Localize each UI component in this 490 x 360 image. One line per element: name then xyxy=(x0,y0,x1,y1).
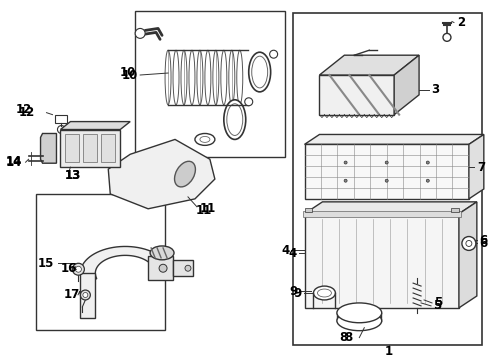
Ellipse shape xyxy=(337,303,382,323)
Text: 11: 11 xyxy=(200,202,216,215)
Bar xyxy=(293,13,482,345)
Polygon shape xyxy=(41,134,56,163)
Polygon shape xyxy=(304,202,477,214)
Text: 3: 3 xyxy=(431,84,439,96)
Text: 12: 12 xyxy=(16,103,32,116)
Text: 13: 13 xyxy=(65,168,81,181)
Bar xyxy=(36,194,165,330)
Circle shape xyxy=(344,179,347,182)
Polygon shape xyxy=(469,135,484,199)
Circle shape xyxy=(73,263,84,275)
Bar xyxy=(451,208,459,212)
Text: 7: 7 xyxy=(477,161,485,174)
Polygon shape xyxy=(60,130,120,167)
Text: 11: 11 xyxy=(196,204,212,217)
Text: 2: 2 xyxy=(457,16,465,29)
Circle shape xyxy=(83,293,88,297)
Polygon shape xyxy=(60,122,130,130)
Polygon shape xyxy=(304,214,459,308)
Polygon shape xyxy=(459,202,477,308)
Text: 1: 1 xyxy=(385,345,393,358)
Text: 4: 4 xyxy=(288,247,296,260)
Bar xyxy=(83,135,98,162)
Text: 5: 5 xyxy=(433,300,441,312)
Polygon shape xyxy=(304,144,469,199)
Bar xyxy=(302,211,461,217)
Ellipse shape xyxy=(224,100,246,139)
Polygon shape xyxy=(148,256,173,280)
Text: 5: 5 xyxy=(434,296,442,310)
Circle shape xyxy=(385,179,388,182)
Polygon shape xyxy=(80,247,168,282)
Text: 6: 6 xyxy=(479,234,487,247)
Bar xyxy=(101,135,115,162)
Circle shape xyxy=(462,237,476,251)
Circle shape xyxy=(385,161,388,164)
Ellipse shape xyxy=(150,246,174,260)
Text: 10: 10 xyxy=(120,66,136,78)
Circle shape xyxy=(344,161,347,164)
Text: 8: 8 xyxy=(344,331,353,344)
Text: 4: 4 xyxy=(281,244,290,257)
Text: 9: 9 xyxy=(294,287,301,300)
Circle shape xyxy=(426,161,429,164)
Bar xyxy=(135,10,285,157)
Circle shape xyxy=(57,126,66,134)
Text: 10: 10 xyxy=(122,68,138,81)
Bar xyxy=(66,135,79,162)
Text: 8: 8 xyxy=(340,331,347,344)
Ellipse shape xyxy=(314,286,335,300)
Ellipse shape xyxy=(200,136,210,143)
Polygon shape xyxy=(173,260,193,276)
Text: 6: 6 xyxy=(479,237,487,250)
Bar xyxy=(304,208,313,212)
Text: 12: 12 xyxy=(19,106,35,119)
Polygon shape xyxy=(319,55,419,75)
Polygon shape xyxy=(80,273,96,318)
Polygon shape xyxy=(394,55,419,114)
Text: 13: 13 xyxy=(65,168,81,181)
Ellipse shape xyxy=(337,311,382,331)
Text: 16: 16 xyxy=(60,262,77,275)
Text: 14: 14 xyxy=(6,156,22,169)
Circle shape xyxy=(443,33,451,41)
Text: 9: 9 xyxy=(289,284,297,297)
Ellipse shape xyxy=(227,104,243,135)
Circle shape xyxy=(159,264,167,272)
Text: 14: 14 xyxy=(6,155,22,168)
Circle shape xyxy=(185,265,191,271)
Circle shape xyxy=(426,179,429,182)
Bar xyxy=(55,114,68,122)
Circle shape xyxy=(135,28,145,39)
Ellipse shape xyxy=(174,161,196,187)
Ellipse shape xyxy=(252,56,268,88)
Ellipse shape xyxy=(318,289,331,297)
Polygon shape xyxy=(319,75,394,114)
Polygon shape xyxy=(304,135,484,144)
Circle shape xyxy=(80,290,90,300)
Circle shape xyxy=(245,98,253,106)
Circle shape xyxy=(466,240,472,247)
Polygon shape xyxy=(108,139,215,209)
Ellipse shape xyxy=(249,52,270,92)
Ellipse shape xyxy=(195,134,215,145)
Text: 15: 15 xyxy=(38,257,54,270)
Circle shape xyxy=(75,266,81,272)
Text: 17: 17 xyxy=(63,288,80,301)
Circle shape xyxy=(270,50,278,58)
